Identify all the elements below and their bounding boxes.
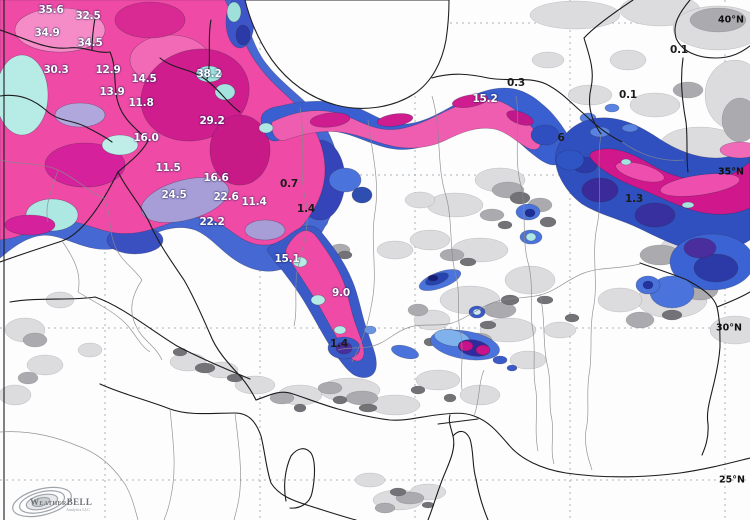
value-label: 11.4: [241, 196, 267, 208]
value-label: 34.5: [77, 37, 103, 49]
value-label: 1.4: [296, 203, 316, 215]
value-label: 9.0: [331, 287, 351, 299]
value-label: 11.5: [155, 162, 181, 174]
latitude-label: 25°N: [719, 474, 745, 486]
latitude-label: 30°N: [716, 322, 742, 334]
province-borders: [0, 95, 685, 520]
value-label: 14.5: [131, 73, 157, 85]
value-label: 38.2: [196, 68, 222, 80]
value-label: 0.1: [618, 89, 638, 101]
latitude-label: 35°N: [718, 166, 744, 178]
value-label: 15.1: [274, 253, 300, 265]
latitude-label: 40°N: [718, 14, 744, 26]
value-label: 15.2: [472, 93, 498, 105]
value-label: 6: [557, 132, 565, 144]
value-label: 0.1: [669, 44, 689, 56]
value-label: 22.6: [213, 191, 239, 203]
value-label: 0.7: [279, 178, 299, 190]
watermark-brand: WeatherBELL: [30, 497, 93, 507]
value-label: 30.3: [43, 64, 69, 76]
value-label: 0.3: [506, 77, 526, 89]
precip-color-field: [0, 0, 750, 378]
value-label: 12.9: [95, 64, 121, 76]
value-label: 24.5: [161, 189, 187, 201]
value-label: 11.8: [128, 97, 154, 109]
value-label: 13.9: [99, 86, 125, 98]
value-label: 35.6: [38, 4, 64, 16]
value-label: 22.2: [199, 216, 225, 228]
value-label: 29.2: [199, 115, 225, 127]
value-label: 1.4: [329, 338, 349, 350]
value-label: 1.3: [624, 193, 644, 205]
value-label: 34.9: [34, 27, 60, 39]
caspian-sea: [244, 0, 450, 109]
weatherbell-bell-icon: [12, 486, 72, 518]
value-label: 32.5: [75, 10, 101, 22]
value-label: 16.0: [133, 132, 159, 144]
value-label: 16.6: [203, 172, 229, 184]
watermark-subtext: Analytics LLC: [66, 507, 90, 512]
weatherbell-watermark: WeatherBELL Analytics LLC: [8, 484, 138, 520]
